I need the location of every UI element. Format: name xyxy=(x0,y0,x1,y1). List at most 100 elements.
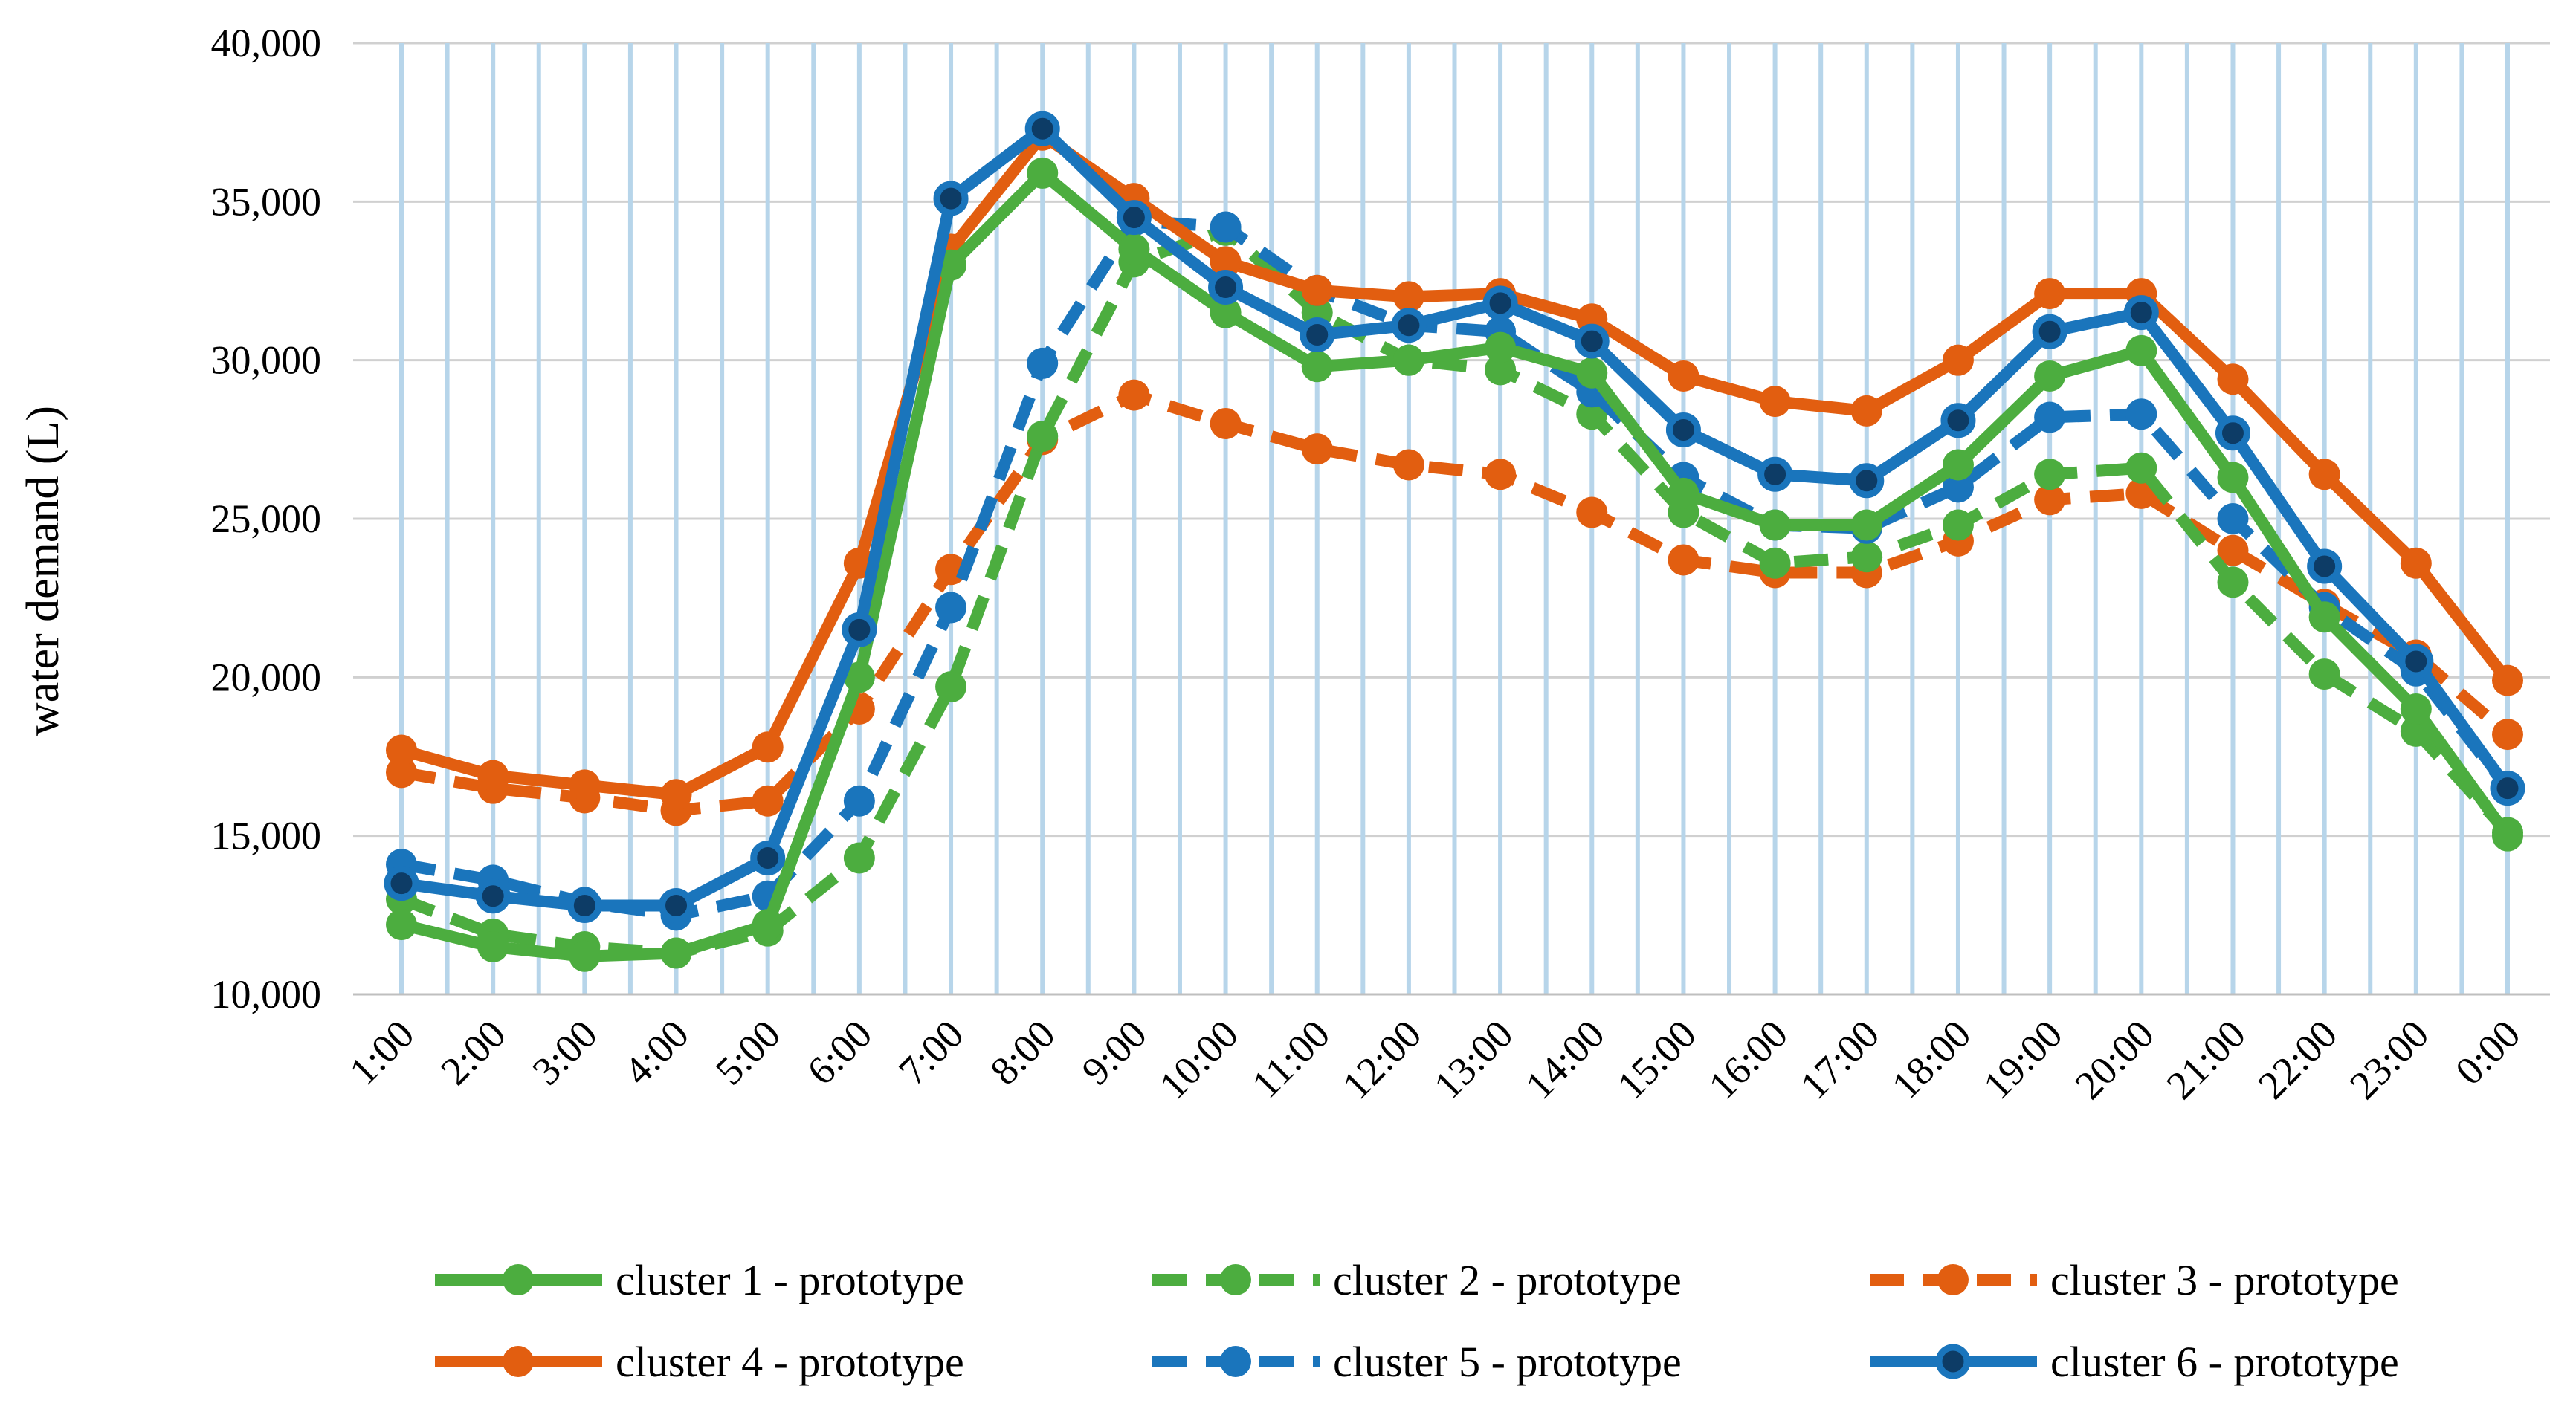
data-point xyxy=(569,940,601,972)
data-point xyxy=(1482,285,1518,321)
x-tick-label: 5:00 xyxy=(707,1011,789,1093)
data-point xyxy=(1942,509,1974,541)
data-point xyxy=(2217,462,2249,493)
data-point xyxy=(569,769,601,801)
data-point xyxy=(1118,233,1150,265)
series xyxy=(384,111,2525,972)
data-point xyxy=(1759,386,1791,418)
legend-swatch-marker xyxy=(1937,1264,1969,1295)
data-point xyxy=(2034,360,2066,392)
data-point xyxy=(475,878,511,914)
legend-item-4: cluster 4 - prototype xyxy=(435,1338,964,1386)
data-point xyxy=(1301,433,1333,465)
series-line xyxy=(399,224,2512,959)
data-point xyxy=(1850,541,1882,573)
legend-swatch-marker xyxy=(1220,1264,1251,1295)
x-tick-label: 22:00 xyxy=(2250,1011,2346,1107)
data-point xyxy=(1210,408,1242,439)
data-point xyxy=(660,937,692,969)
data-point xyxy=(659,888,694,924)
legend-label: cluster 3 - prototype xyxy=(2050,1256,2399,1304)
x-tick-label: 7:00 xyxy=(890,1011,972,1093)
data-point xyxy=(1391,308,1427,343)
data-point xyxy=(752,785,784,817)
legend: cluster 1 - prototype cluster 2 - prototy… xyxy=(435,1256,2399,1386)
data-point xyxy=(2400,547,2432,579)
y-tick-label: 15,000 xyxy=(211,814,322,858)
y-tick-label: 25,000 xyxy=(211,496,322,541)
legend-item-5: cluster 5 - prototype xyxy=(1152,1338,1682,1386)
data-point xyxy=(1940,403,1976,438)
data-point xyxy=(1208,270,1244,305)
series-line xyxy=(400,166,2513,962)
y-tick-label: 35,000 xyxy=(211,179,322,224)
legend-item-3: cluster 3 - prototype xyxy=(1870,1256,2399,1304)
data-point xyxy=(2490,771,2525,806)
data-point xyxy=(1576,496,1608,528)
data-point xyxy=(2034,459,2066,490)
x-tick-label: 3:00 xyxy=(524,1011,606,1093)
data-point xyxy=(1116,200,1152,236)
data-point xyxy=(2492,664,2523,696)
data-point xyxy=(2125,452,2157,484)
data-point xyxy=(1942,344,1974,376)
data-point xyxy=(2034,401,2066,433)
x-tick-label: 16:00 xyxy=(1700,1011,1796,1107)
data-point xyxy=(1027,157,1059,189)
data-point xyxy=(843,661,875,693)
data-point xyxy=(1210,297,1242,328)
data-point xyxy=(1665,412,1701,448)
x-tick-label: 4:00 xyxy=(616,1011,697,1093)
data-point xyxy=(1849,463,1885,499)
data-point xyxy=(1668,360,1699,392)
data-point xyxy=(1210,211,1242,243)
data-point xyxy=(660,779,692,811)
legend-label: cluster 4 - prototype xyxy=(616,1338,964,1386)
data-point xyxy=(1850,509,1882,541)
data-point xyxy=(2217,363,2249,395)
data-point xyxy=(1301,351,1333,383)
series-1 xyxy=(386,157,2523,972)
legend-swatch-marker xyxy=(503,1346,534,1377)
data-point xyxy=(935,592,967,624)
data-point xyxy=(750,841,786,876)
x-tick-label: 2:00 xyxy=(432,1011,514,1093)
x-tick-label: 21:00 xyxy=(2158,1011,2254,1107)
data-point xyxy=(1027,421,1059,453)
data-point xyxy=(843,785,875,817)
y-tick-label: 20,000 xyxy=(211,655,322,699)
legend-label: cluster 1 - prototype xyxy=(616,1256,964,1304)
x-tick-label: 19:00 xyxy=(1975,1011,2070,1107)
data-point xyxy=(2308,601,2340,633)
legend-item-2: cluster 2 - prototype xyxy=(1152,1256,1682,1304)
data-point xyxy=(2398,644,2434,679)
data-point xyxy=(1392,449,1424,481)
data-point xyxy=(386,757,417,789)
grid xyxy=(353,42,2550,996)
x-tick-label: 14:00 xyxy=(1517,1011,1613,1107)
data-point xyxy=(386,734,417,766)
data-point xyxy=(1210,246,1242,278)
x-tick-label: 1:00 xyxy=(340,1011,422,1093)
legend-label: cluster 2 - prototype xyxy=(1333,1256,1682,1304)
data-point xyxy=(1576,357,1608,389)
legend-item-6: cluster 6 - prototype xyxy=(1870,1338,2399,1386)
data-point xyxy=(1668,544,1699,576)
data-point xyxy=(933,181,969,216)
data-point xyxy=(1574,323,1610,359)
data-point xyxy=(2125,334,2157,366)
x-tick-label: 9:00 xyxy=(1074,1011,1155,1093)
data-point xyxy=(566,888,602,924)
legend-swatch-marker xyxy=(503,1264,534,1295)
data-point xyxy=(2217,534,2249,566)
data-point xyxy=(2492,820,2523,852)
data-point xyxy=(2217,503,2249,534)
data-point xyxy=(842,612,877,647)
data-point xyxy=(2215,415,2250,451)
data-point xyxy=(1024,111,1060,146)
data-point xyxy=(843,842,875,874)
legend-swatch-marker xyxy=(1220,1346,1251,1377)
data-point xyxy=(2034,484,2066,516)
data-point xyxy=(2308,459,2340,490)
